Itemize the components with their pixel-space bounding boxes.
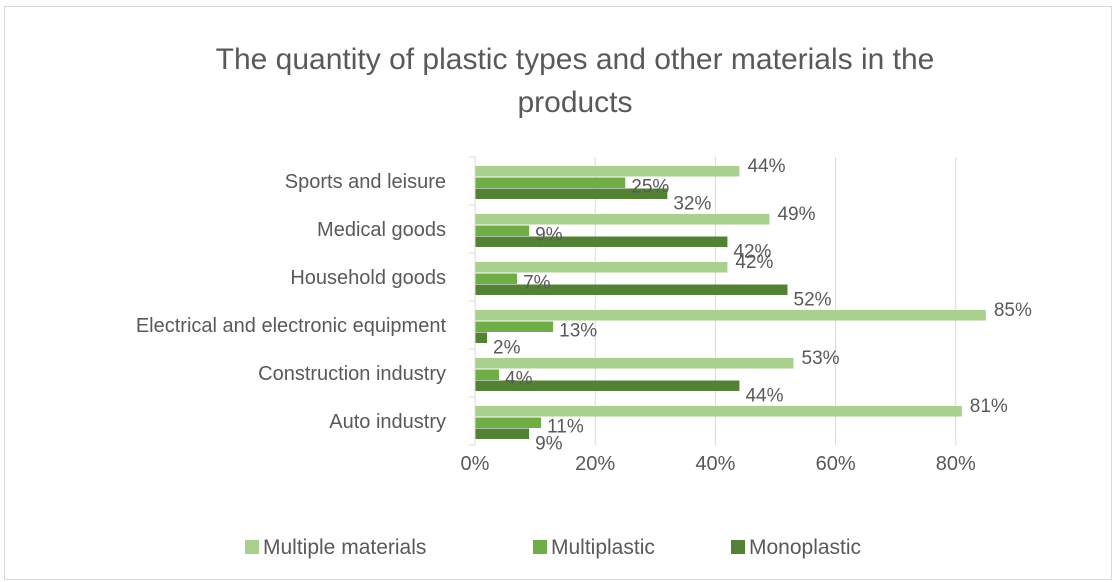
bar-multiple-materials-medical-goods [475, 214, 770, 225]
bar-multiple-materials-construction-industry [475, 358, 794, 369]
category-label-medical-goods: Medical goods [317, 219, 446, 241]
chart-title: The quantity of plastic types and other … [216, 43, 935, 119]
x-tick-label: 40% [695, 453, 735, 475]
x-tick-label: 60% [816, 453, 856, 475]
bar-multiple-materials-household-goods [475, 262, 728, 273]
data-label-multiplastic-household-goods: 7% [523, 273, 551, 294]
data-label-multiplastic-electrical-and-electronic-equipment: 13% [559, 321, 597, 342]
data-label-multiple-materials-household-goods: 42% [735, 252, 773, 273]
data-label-multiple-materials-medical-goods: 49% [777, 204, 815, 225]
bar-multiplastic-sports-and-leisure [475, 177, 626, 188]
bar-monoplastic-household-goods [475, 284, 788, 295]
bar-multiplastic-construction-industry [475, 369, 500, 380]
data-label-monoplastic-construction-industry: 44% [745, 386, 783, 407]
category-label-electrical-and-electronic-equipment: Electrical and electronic equipment [136, 315, 447, 337]
bar-multiplastic-medical-goods [475, 225, 530, 236]
bars [475, 166, 986, 439]
data-label-multiple-materials-electrical-and-electronic-equipment: 85% [994, 300, 1032, 321]
grid-lines [474, 157, 957, 445]
bar-monoplastic-construction-industry [475, 380, 740, 391]
chart-title-line-2: products [517, 86, 632, 119]
category-label-household-goods: Household goods [290, 267, 446, 289]
chart-title-line-1: The quantity of plastic types and other … [216, 43, 935, 76]
data-label-monoplastic-electrical-and-electronic-equipment: 2% [493, 338, 521, 359]
data-label-monoplastic-medical-goods: 42% [733, 242, 771, 263]
data-labels: 44% 25%32% 49% 9% 42%42% 7% 52% 85% 13% 2% 53% 4% 44… [493, 156, 1032, 455]
bar-monoplastic-medical-goods [475, 236, 728, 247]
bar-multiple-materials-auto-industry [475, 406, 962, 417]
data-label-multiple-materials-sports-and-leisure: 44% [747, 156, 785, 177]
data-label-multiplastic-auto-industry: 11% [547, 417, 584, 438]
data-label-monoplastic-household-goods: 52% [794, 290, 832, 311]
legend-label-monoplastic: Monoplastic [749, 536, 861, 559]
bar-monoplastic-auto-industry [475, 428, 530, 439]
legend: Multiple materials Multiplastic Monoplasti… [245, 536, 861, 559]
legend-swatch-multiple-materials [245, 540, 259, 554]
bar-multiplastic-auto-industry [475, 417, 542, 428]
bar-multiplastic-household-goods [475, 273, 518, 284]
bar-multiplastic-electrical-and-electronic-equipment [475, 321, 554, 332]
data-label-multiple-materials-construction-industry: 53% [802, 348, 840, 369]
category-label-construction-industry: Construction industry [258, 363, 446, 385]
x-tick-label: 80% [936, 453, 976, 475]
legend-label-multiple-materials: Multiple materials [263, 536, 426, 559]
category-label-sports-and-leisure: Sports and leisure [285, 171, 446, 193]
bar-multiple-materials-sports-and-leisure [475, 166, 740, 177]
data-label-multiplastic-construction-industry: 4% [505, 369, 533, 390]
data-label-monoplastic-auto-industry: 9% [535, 434, 563, 455]
legend-label-multiplastic: Multiplastic [551, 536, 655, 559]
value-axis: 0% 20% 40% 60% 80% [461, 453, 976, 475]
x-tick-label: 20% [575, 453, 615, 475]
data-label-multiplastic-sports-and-leisure: 25% [631, 177, 669, 198]
bar-monoplastic-sports-and-leisure [475, 188, 668, 199]
legend-swatch-multiplastic [533, 540, 547, 554]
legend-swatch-monoplastic [731, 540, 745, 554]
bar-monoplastic-electrical-and-electronic-equipment [475, 332, 488, 343]
data-label-multiplastic-medical-goods: 9% [535, 225, 563, 246]
x-tick-label: 0% [461, 453, 490, 475]
category-label-auto-industry: Auto industry [329, 411, 446, 433]
data-label-multiple-materials-auto-industry: 81% [970, 396, 1008, 417]
data-label-monoplastic-sports-and-leisure: 32% [673, 194, 711, 215]
bar-multiple-materials-electrical-and-electronic-equipment [475, 310, 986, 321]
category-axis: Sports and leisure Medical goods Household… [136, 156, 476, 446]
